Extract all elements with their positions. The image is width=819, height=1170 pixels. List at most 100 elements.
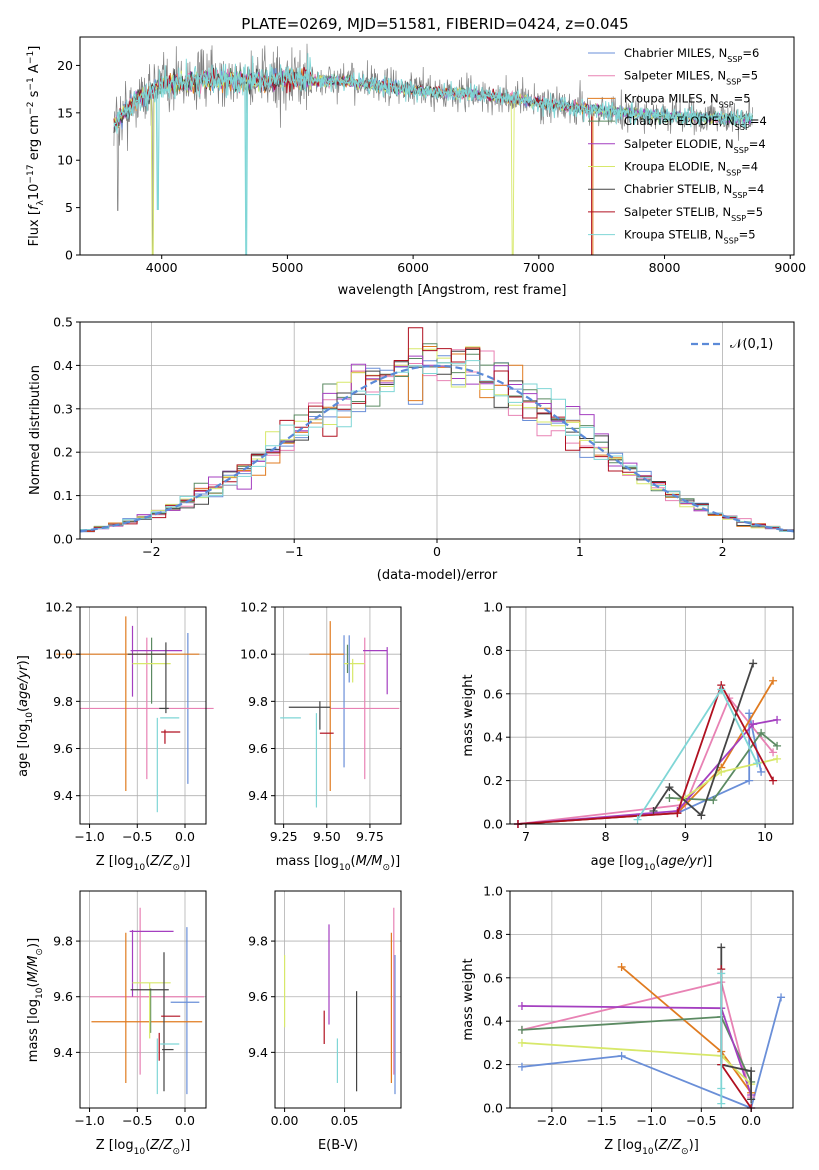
mass-weight-point-marker — [757, 728, 766, 737]
mass-weight-vs-age-xtick-label: 9 — [681, 829, 689, 844]
normal-curve-line — [79, 364, 795, 533]
histogram-xtick-label: 1 — [576, 544, 584, 559]
mass-weight-point-marker — [747, 1095, 756, 1104]
mass-weight-vs-age-ytick-label: 0.8 — [483, 643, 503, 658]
legend-label: Chabrier ELODIE, NSSP=4 — [624, 114, 767, 132]
mass-weight-point-marker — [517, 1025, 526, 1034]
mass-vs-EBV-ytick-label: 9.8 — [248, 934, 268, 949]
mass-vs-Z-xlabel: Z [log10(Z/Z⊙)] — [96, 1138, 191, 1157]
mass-weight-point-marker — [717, 1099, 726, 1108]
mass-weight-series-line — [621, 966, 752, 1094]
histogram-legend-label: 𝒩(0,1) — [730, 337, 773, 352]
spectrum-xtick-label: 7000 — [523, 260, 555, 275]
mass-weight-point-marker — [717, 969, 726, 978]
mass-weight-point-marker — [517, 1038, 526, 1047]
mass-vs-Z-xtick-label: 0.0 — [175, 1113, 195, 1128]
mass-vs-EBV-xtick-label: 0.05 — [331, 1113, 359, 1128]
mass-weight-series-line — [521, 1015, 752, 1083]
mass-weight-point-marker — [665, 783, 674, 792]
mass-weight-vs-Z-ytick-label: 0.4 — [483, 1014, 503, 1029]
mass-weight-vs-age-panel: 7 8 9 10 0.0 0.2 0.4 0.6 0.8 1.0 age [log10(age/yr… — [461, 600, 794, 873]
mass-weight-vs-age-xtick-label: 8 — [602, 829, 610, 844]
mass-weight-point-marker — [773, 715, 782, 724]
age-vs-mass-panel: 9.25 9.50 9.75 9.4 9.6 9.8 10.0 10.2 mass [log10… — [240, 600, 402, 873]
mass-weight-vs-Z-xtick-label: −1.5 — [586, 1113, 616, 1128]
spectrum-plot — [113, 43, 753, 255]
legend-label: Kroupa ELODIE, NSSP=4 — [624, 160, 758, 178]
age-vs-mass-ytick-label: 10.0 — [240, 647, 268, 662]
spectrum-xtick-label: 8000 — [649, 260, 681, 275]
spectrum-xtick-label: 5000 — [272, 260, 304, 275]
mass-weight-vs-age-xlabel: age [log10(age/yr)] — [591, 854, 713, 873]
age-vs-Z-frame — [79, 606, 207, 825]
histogram-panel: −2 −1 0 1 2 0.0 0.1 0.2 0.3 0.4 0.5 (data-model)/er… — [28, 315, 795, 583]
mass-vs-Z-xtick-label: −1.0 — [74, 1113, 104, 1128]
panels: 4000 5000 6000 7000 8000 900005101520waveleng… — [16, 36, 806, 1157]
age-vs-mass-xtick-label: 9.50 — [313, 829, 341, 844]
mass-weight-point-marker — [745, 776, 754, 785]
age-vs-Z-ytick-label: 9.4 — [53, 788, 73, 803]
mass-weight-point-marker — [773, 754, 782, 763]
histogram-ytick-label: 0.4 — [53, 358, 73, 373]
mass-weight-vs-Z-ytick-label: 0.2 — [483, 1057, 503, 1072]
age-vs-Z-xlabel: Z [log10(Z/Z⊙)] — [96, 854, 191, 873]
mass-weight-vs-age-ytick-label: 0.0 — [483, 817, 503, 832]
age-vs-mass-xtick-label: 9.25 — [270, 829, 298, 844]
mass-vs-Z-ytick-label: 9.4 — [53, 1045, 73, 1060]
mass-vs-EBV-ytick-label: 9.6 — [248, 989, 268, 1004]
age-vs-mass-ytick-label: 9.8 — [248, 694, 268, 709]
age-vs-mass-ytick-label: 10.2 — [240, 600, 268, 615]
mass-weight-point-marker — [769, 748, 778, 757]
mass-weight-vs-age-ytick-label: 0.2 — [483, 773, 503, 788]
mass-vs-Z-ytick-label: 9.6 — [53, 989, 73, 1004]
age-vs-Z-panel: −1.0 −0.5 0.0 9.4 9.6 9.8 10.0 10.2 Z [log10(Z/Z… — [16, 600, 214, 873]
mass-vs-Z-ytick-label: 9.8 — [53, 934, 73, 949]
histogram-xtick-label: 2 — [719, 544, 727, 559]
histogram-step-line — [80, 349, 794, 531]
histogram-ytick-label: 0.1 — [53, 488, 73, 503]
legend-label: Salpeter STELIB, NSSP=5 — [624, 205, 763, 223]
spectrum-ytick-label: 15 — [57, 105, 73, 120]
mass-weight-point-marker — [777, 993, 786, 1002]
legend-label: Chabrier STELIB, NSSP=4 — [624, 182, 764, 200]
age-vs-mass-frame — [274, 606, 402, 825]
histogram-xtick-label: −2 — [142, 544, 160, 559]
mass-weight-point-marker — [617, 1051, 626, 1060]
spectrum-ytick-label: 5 — [65, 200, 73, 215]
mass-weight-point-marker — [697, 811, 706, 820]
mass-weight-vs-Z-ytick-label: 1.0 — [483, 884, 503, 899]
mass-weight-point-marker — [717, 1084, 726, 1093]
mass-weight-series-line — [517, 718, 778, 825]
mass-weight-point-marker — [769, 676, 778, 685]
mass-weight-series-line — [652, 663, 754, 817]
spectrum-frame — [79, 36, 795, 256]
mass-weight-point-marker — [717, 767, 726, 776]
mass-weight-point-marker — [649, 806, 658, 815]
legend-label: Kroupa STELIB, NSSP=5 — [624, 228, 756, 246]
mass-vs-Z-ylabel: mass [log10(M/M⊙)] — [26, 938, 45, 1062]
mass-weight-point-marker — [745, 709, 754, 718]
histogram-xtick-label: 0 — [433, 544, 441, 559]
mass-weight-point-marker — [673, 809, 682, 818]
age-vs-mass-xtick-label: 9.75 — [356, 829, 384, 844]
mass-weight-series-line — [521, 981, 752, 1098]
mass-weight-point-marker — [749, 659, 758, 668]
histogram-xlabel: (data-model)/error — [377, 568, 498, 583]
mass-weight-point-marker — [753, 759, 762, 768]
age-vs-mass-ytick-label: 9.4 — [248, 788, 268, 803]
mass-weight-point-marker — [769, 776, 778, 785]
mass-weight-point-marker — [773, 741, 782, 750]
mass-vs-Z-xtick-label: −0.5 — [122, 1113, 152, 1128]
mass-weight-vs-Z-ytick-label: 0.6 — [483, 970, 503, 985]
spectrum-xtick-label: 9000 — [774, 260, 806, 275]
mass-weight-point-marker — [517, 1062, 526, 1071]
mass-vs-EBV-frame — [274, 890, 402, 1109]
mass-weight-point-marker — [709, 796, 718, 805]
mass-weight-point-marker — [717, 943, 726, 952]
mass-weight-series-line — [521, 997, 782, 1110]
mass-weight-vs-age-ylabel: mass weight — [461, 674, 476, 756]
mass-weight-vs-Z-ytick-label: 0.0 — [483, 1101, 503, 1116]
model-spectrum-line — [113, 53, 753, 255]
mass-weight-vs-Z-panel: −2.0 −1.5 −1.0 −0.5 0.0 0.0 0.2 0.4 0.6 0.8 1.0 Z [… — [461, 884, 794, 1157]
legend-label: Salpeter ELODIE, NSSP=4 — [624, 137, 766, 155]
